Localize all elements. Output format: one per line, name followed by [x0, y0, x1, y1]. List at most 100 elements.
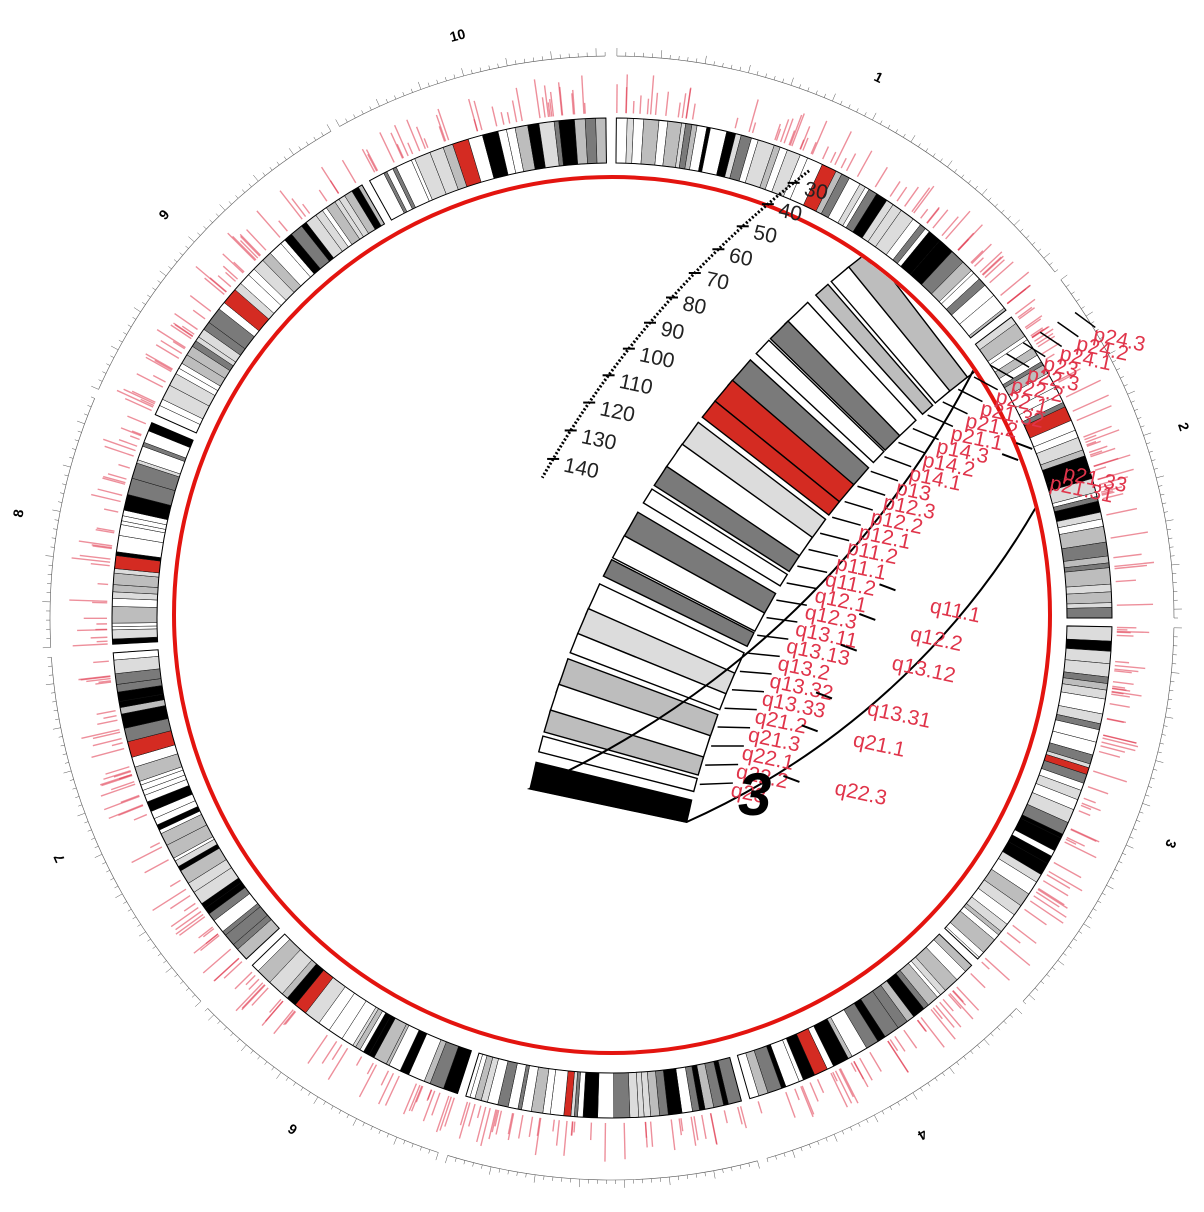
scale-tick [60, 744, 65, 747]
band-label-mark [355, 1056, 363, 1066]
scale-tick [410, 88, 413, 93]
offset-connector [879, 583, 896, 592]
band-label-mark [256, 210, 281, 238]
scale-tick [1110, 877, 1115, 880]
band-label-mark [380, 1070, 390, 1086]
zoom-band [602, 558, 755, 648]
band-label-mark [1097, 468, 1134, 481]
scale-tick [91, 385, 99, 390]
band-label-mark [331, 1044, 343, 1061]
scale-tick [361, 110, 364, 115]
band-segment [597, 1072, 614, 1119]
scale-tick [298, 146, 302, 151]
band-label-mark [1113, 553, 1142, 559]
scale-arc [98, 131, 332, 390]
scale-tick [856, 108, 859, 113]
scale-tick [704, 1172, 706, 1177]
band-label-mark [1041, 342, 1060, 355]
scale-tick [87, 829, 92, 832]
scale-tick [102, 371, 107, 374]
band-label-mark [91, 544, 113, 549]
scale-label: 40 [776, 199, 804, 226]
band-label-mark [245, 974, 256, 986]
scale-tick [52, 701, 57, 703]
band-label-mark [802, 137, 809, 151]
zoom-band [769, 319, 901, 452]
scale-tick [427, 82, 430, 87]
scale-tick [345, 118, 348, 123]
scale-tick [1157, 751, 1162, 754]
band-label-mark [422, 1090, 436, 1122]
scale-arc [1022, 627, 1175, 1002]
band-label-mark [1038, 887, 1065, 906]
scale-tick [362, 1122, 365, 1127]
band-label-mark [72, 643, 108, 647]
scale-tick [722, 1168, 724, 1173]
band-label-mark [563, 1120, 568, 1156]
band-label-mark [1033, 895, 1067, 918]
band-label-mark [384, 1075, 400, 1106]
band-label-mark [751, 122, 757, 134]
band-label-mark [193, 933, 219, 954]
scale-tick [1028, 994, 1036, 1001]
scale-tick [1020, 228, 1024, 232]
chromosome-outline [154, 184, 386, 434]
scale-tick [961, 174, 965, 179]
band-label-mark [1100, 486, 1123, 493]
scale-tick [330, 1105, 334, 1110]
band-label-mark [69, 599, 108, 603]
scale-tick [313, 136, 317, 141]
band-connector [739, 670, 772, 675]
scale-tick [1163, 511, 1168, 513]
scale-tick [897, 1101, 900, 1106]
band-label-mark [552, 1119, 555, 1132]
band-label-mark [154, 359, 173, 371]
scale-tick [370, 1126, 373, 1131]
band-label-mark [103, 795, 140, 811]
band-label-mark [103, 769, 131, 780]
band-segment [615, 117, 628, 164]
band-label-mark [444, 1097, 455, 1127]
band-connector [1006, 353, 1030, 368]
band-label-mark [491, 1109, 499, 1133]
scale-tick [204, 1008, 208, 1012]
band-label-mark [90, 636, 108, 639]
band-label-mark [225, 271, 237, 282]
band-label-mark [649, 1121, 654, 1147]
scale-tick [981, 188, 988, 196]
chromosome-9 [154, 184, 386, 434]
band-label-mark [127, 415, 147, 425]
band-label-mark [547, 102, 551, 117]
scale-tick [1171, 672, 1180, 674]
scale-tick [910, 135, 916, 143]
scale-arc [51, 657, 202, 1002]
scale-tick [110, 355, 115, 358]
band-label-mark [435, 1095, 450, 1133]
band-label-offset: q13.12 [890, 652, 958, 688]
scale-tick [445, 1155, 448, 1164]
band-label-mark [690, 1116, 697, 1146]
band-label-mark [234, 971, 253, 990]
scale-tick [954, 169, 958, 173]
scale-tick [1145, 794, 1150, 797]
scale-tick [1071, 291, 1075, 295]
band-label-mark [269, 998, 282, 1013]
scale-tick [550, 51, 552, 60]
band-label-mark [1057, 368, 1081, 382]
band-label-mark [681, 93, 687, 119]
scale-tick [1148, 786, 1153, 788]
band-label-mark [874, 166, 888, 188]
band-label-mark [644, 1121, 648, 1138]
band-label-mark [415, 126, 426, 150]
scale-tick [970, 1050, 974, 1055]
chromosome-10 [368, 117, 607, 221]
scale-tick [217, 1020, 221, 1024]
zoom-focus-circle [172, 175, 1052, 1055]
band-label-mark [822, 146, 830, 160]
band-label-mark [1111, 693, 1130, 698]
scale-tick [1136, 819, 1141, 822]
scale-tick [1126, 844, 1134, 849]
band-label-mark [1114, 668, 1139, 673]
scale-tick [481, 1164, 483, 1169]
band-label-mark [507, 1113, 515, 1141]
